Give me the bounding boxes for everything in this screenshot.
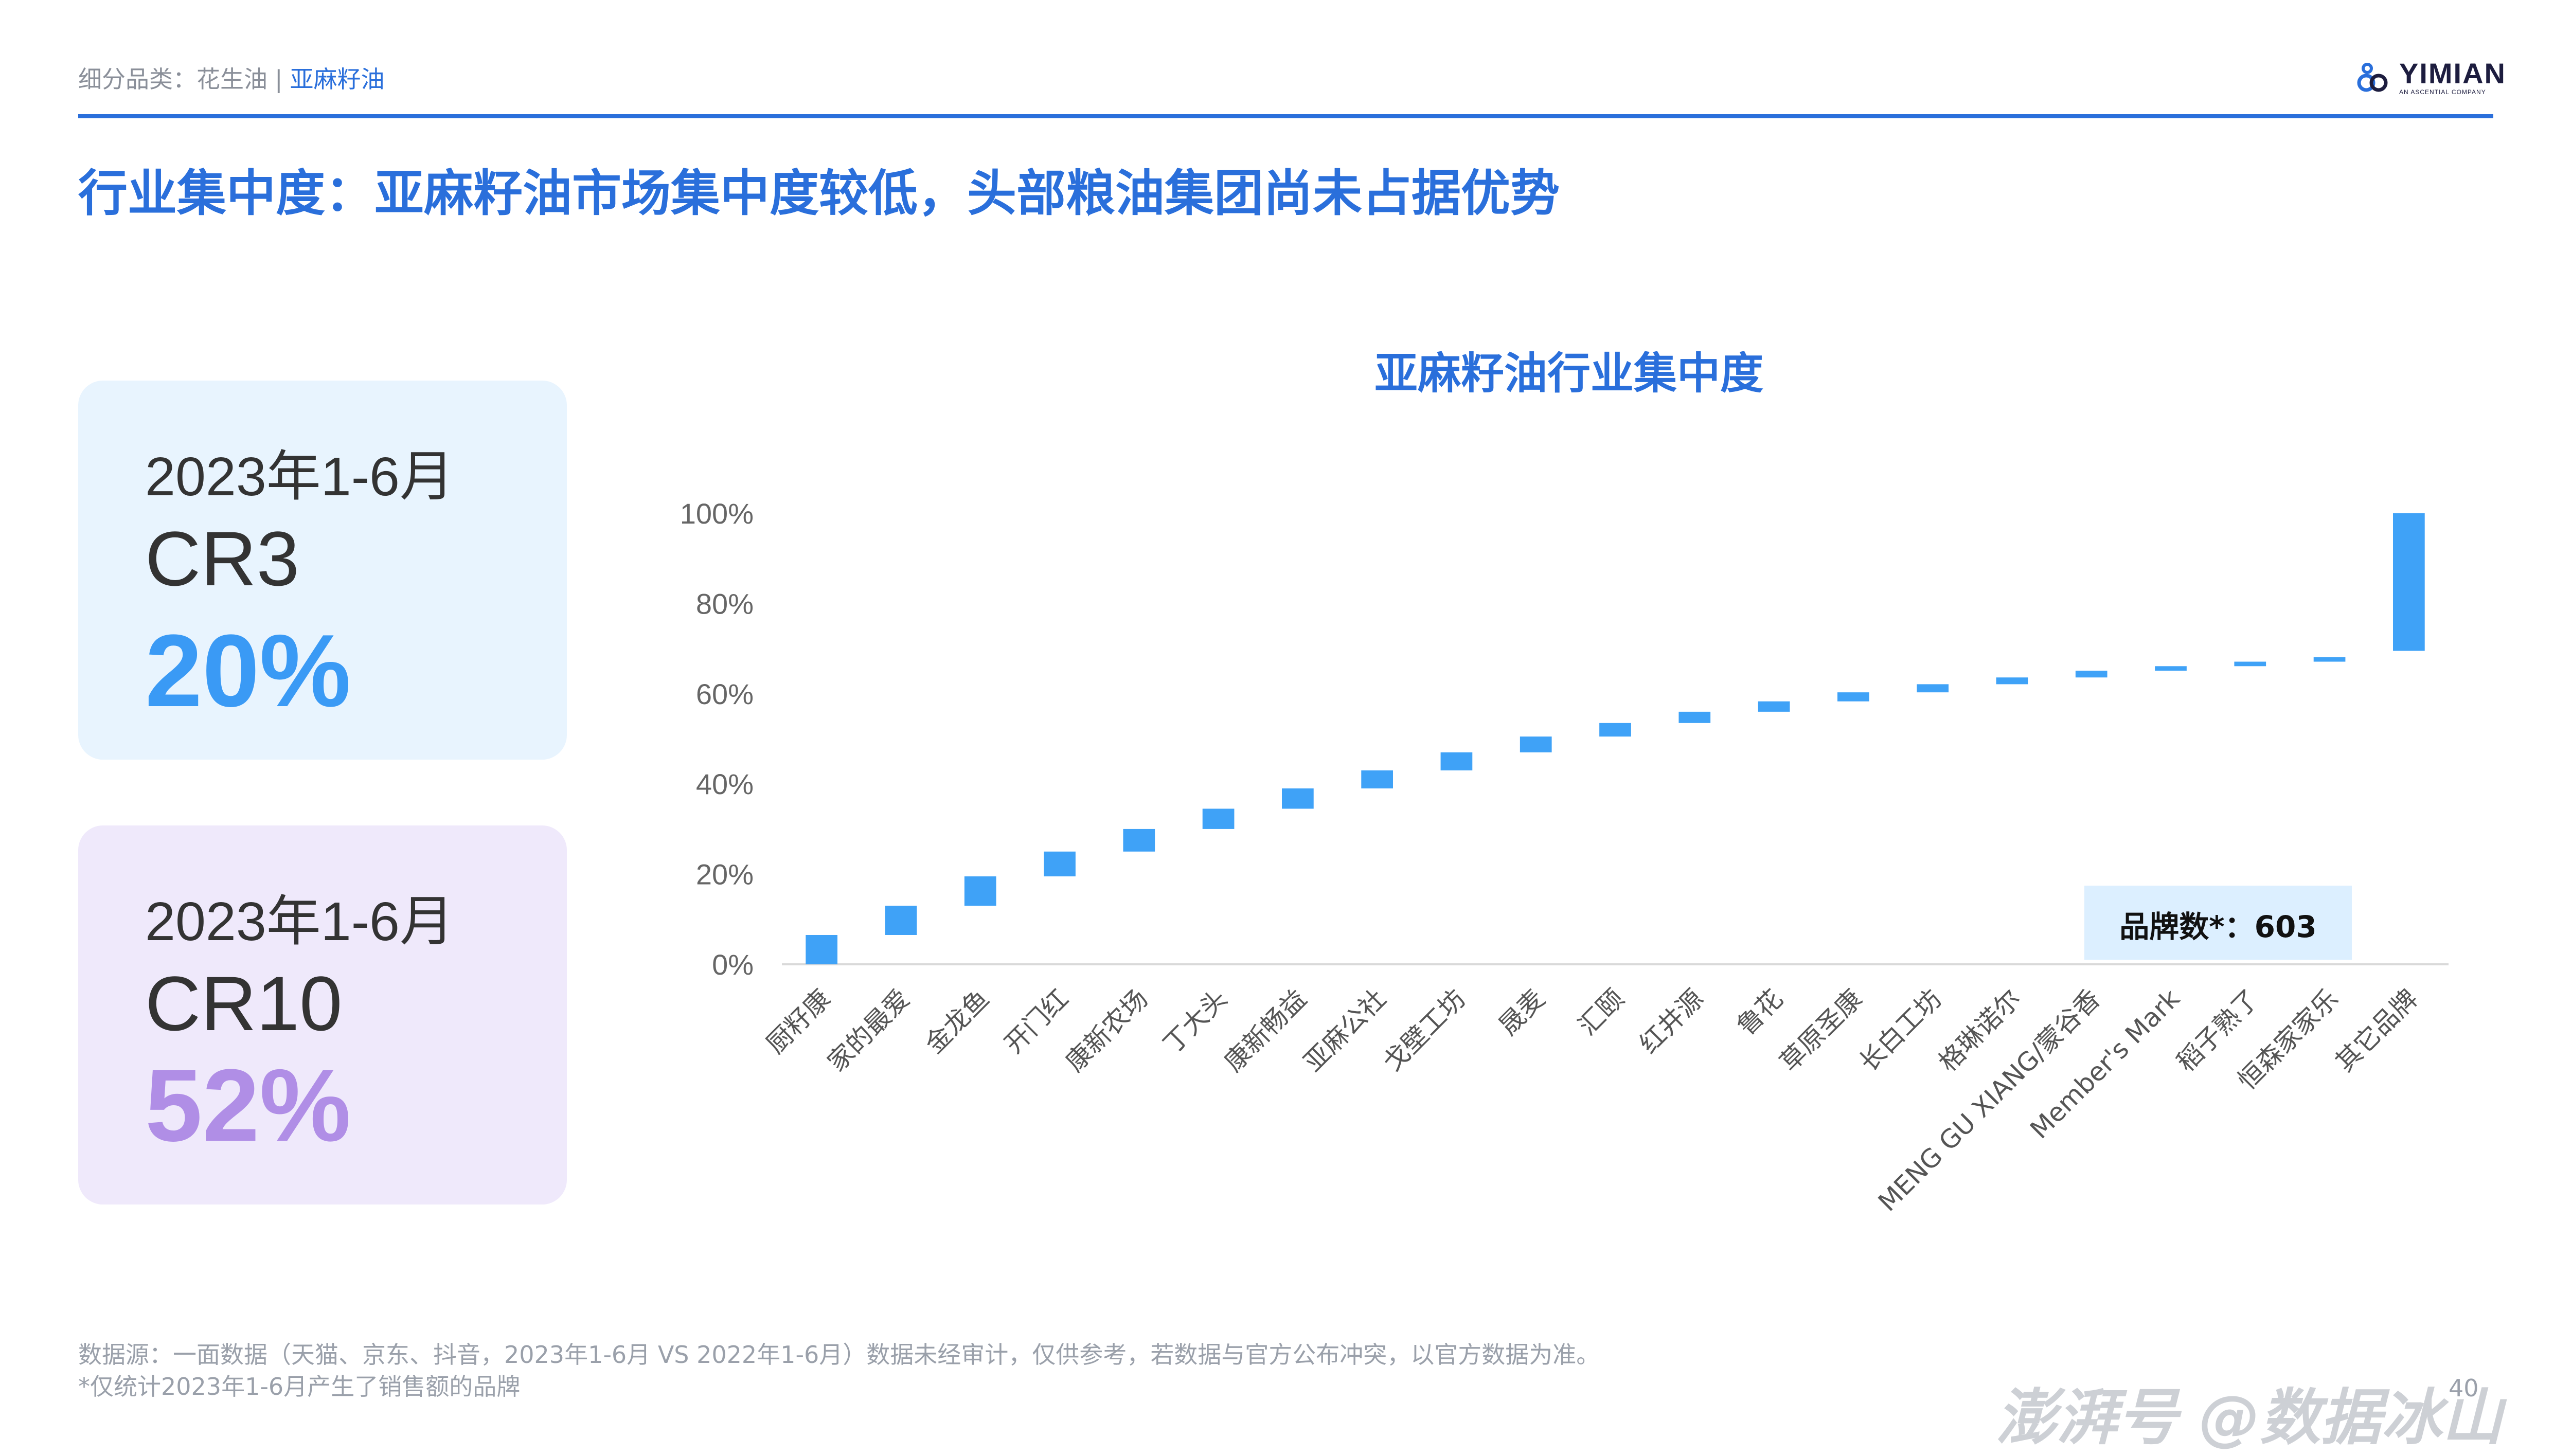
- bar-8: [1440, 752, 1473, 770]
- bar-11: [1678, 711, 1711, 723]
- bar-18: [2234, 661, 2266, 667]
- watermark: 澎湃号 @数据冰山: [1996, 1382, 2503, 1453]
- bar-2: [964, 876, 996, 906]
- x-tick-label: 亚麻公社: [1298, 983, 1391, 1077]
- yimian-logo: YIMIAN AN ASCENTIAL COMPANY: [2356, 57, 2506, 98]
- concentration-waterfall-chart: 亚麻籽油行业集中度 0% 20% 40% 60% 80% 100% 厨籽康家的最爱 金龙鱼开…: [680, 348, 2449, 1217]
- bar-15: [1996, 677, 2028, 685]
- header-divider: [78, 114, 2493, 118]
- bar-16: [2075, 671, 2107, 678]
- x-axis: 厨籽康家的最爱 金龙鱼 开门红康新农场 丁大头康新畅益亚麻公社戈壁工坊 晟麦 汇颐 红井源鲁…: [761, 983, 2424, 1217]
- bar-14: [1917, 684, 1949, 693]
- yimian-logo-icon: [2357, 63, 2388, 92]
- x-tick-label: 鲁花: [1731, 983, 1789, 1041]
- x-tick-label: 金龙鱼: [919, 983, 995, 1059]
- bar-13: [1837, 692, 1869, 702]
- y-tick-label: 80%: [696, 587, 754, 620]
- bar-6: [1282, 788, 1314, 809]
- x-tick-label: 其它品牌: [2330, 983, 2423, 1077]
- cr10-period: 2023年1-6月: [145, 891, 455, 952]
- bar-10: [1599, 723, 1631, 737]
- x-tick-label: 晟麦: [1493, 983, 1550, 1041]
- x-tick-label: 长白工坊: [1853, 983, 1947, 1077]
- bar-17: [2155, 666, 2187, 671]
- chart-title: 亚麻籽油行业集中度: [1374, 348, 1763, 399]
- x-tick-label: 汇颐: [1573, 983, 1630, 1041]
- x-tick-label: 开门红: [998, 983, 1074, 1059]
- x-tick-label: 戈壁工坊: [1377, 983, 1471, 1077]
- brand-count-note: *仅统计2023年1-6月产生了销售额的品牌: [78, 1373, 521, 1400]
- bar-1: [885, 905, 917, 935]
- bar-9: [1520, 736, 1552, 752]
- x-tick-label: 厨籽康: [761, 983, 836, 1059]
- page-number: 40: [2449, 1374, 2479, 1402]
- bars: [806, 513, 2425, 964]
- x-tick-label: Member's Mark: [2024, 983, 2185, 1144]
- bar-12: [1758, 701, 1790, 712]
- y-tick-label: 100%: [680, 497, 754, 530]
- x-tick-label: 红井源: [1634, 983, 1709, 1059]
- brand-count-label: 品牌数*：603: [2119, 909, 2316, 944]
- bar-4: [1123, 829, 1155, 852]
- cr3-period: 2023年1-6月: [145, 446, 455, 507]
- y-tick-label: 60%: [696, 678, 754, 710]
- bar-0: [806, 934, 837, 964]
- y-axis: 0% 20% 40% 60% 80% 100%: [680, 497, 2449, 981]
- x-tick-label: 丁大头: [1157, 983, 1233, 1059]
- bar-3: [1044, 851, 1076, 876]
- logo-tagline: AN ASCENTIAL COMPANY: [2399, 88, 2486, 96]
- cr3-value: 20%: [145, 614, 351, 728]
- bar-19: [2313, 657, 2346, 662]
- logo-brand: YIMIAN: [2399, 57, 2506, 89]
- y-tick-label: 40%: [696, 768, 754, 800]
- cr3-metric: CR3: [145, 515, 300, 602]
- x-tick-label: 家的最爱: [821, 983, 915, 1077]
- breadcrumb: 细分品类：花生油 | 亚麻籽油: [78, 61, 385, 95]
- cr3-card: 2023年1-6月 CR3 20%: [78, 381, 567, 760]
- breadcrumb-separator: |: [275, 65, 283, 93]
- bar-20: [2393, 513, 2425, 651]
- data-source-note: 数据源：一面数据（天猫、京东、抖音，2023年1-6月 VS 2022年1-6月…: [78, 1341, 1600, 1369]
- cr10-card: 2023年1-6月 CR10 52%: [78, 825, 567, 1205]
- y-tick-label: 20%: [696, 858, 754, 891]
- x-tick-label: 康新畅益: [1219, 983, 1312, 1077]
- cr10-metric: CR10: [145, 960, 343, 1047]
- x-tick-label: 康新农场: [1060, 983, 1153, 1077]
- page-title: 行业集中度：亚麻籽油市场集中度较低，头部粮油集团尚未占据优势: [78, 165, 1560, 222]
- brand-count-box: [2084, 886, 2352, 960]
- breadcrumb-parent[interactable]: 细分品类：花生油: [78, 65, 267, 93]
- bar-5: [1202, 808, 1235, 829]
- breadcrumb-current: 亚麻籽油: [290, 65, 385, 93]
- bar-7: [1361, 770, 1393, 788]
- cr10-value: 52%: [145, 1048, 351, 1163]
- x-tick-label: 草原圣康: [1774, 983, 1868, 1077]
- y-tick-label: 0%: [712, 948, 754, 981]
